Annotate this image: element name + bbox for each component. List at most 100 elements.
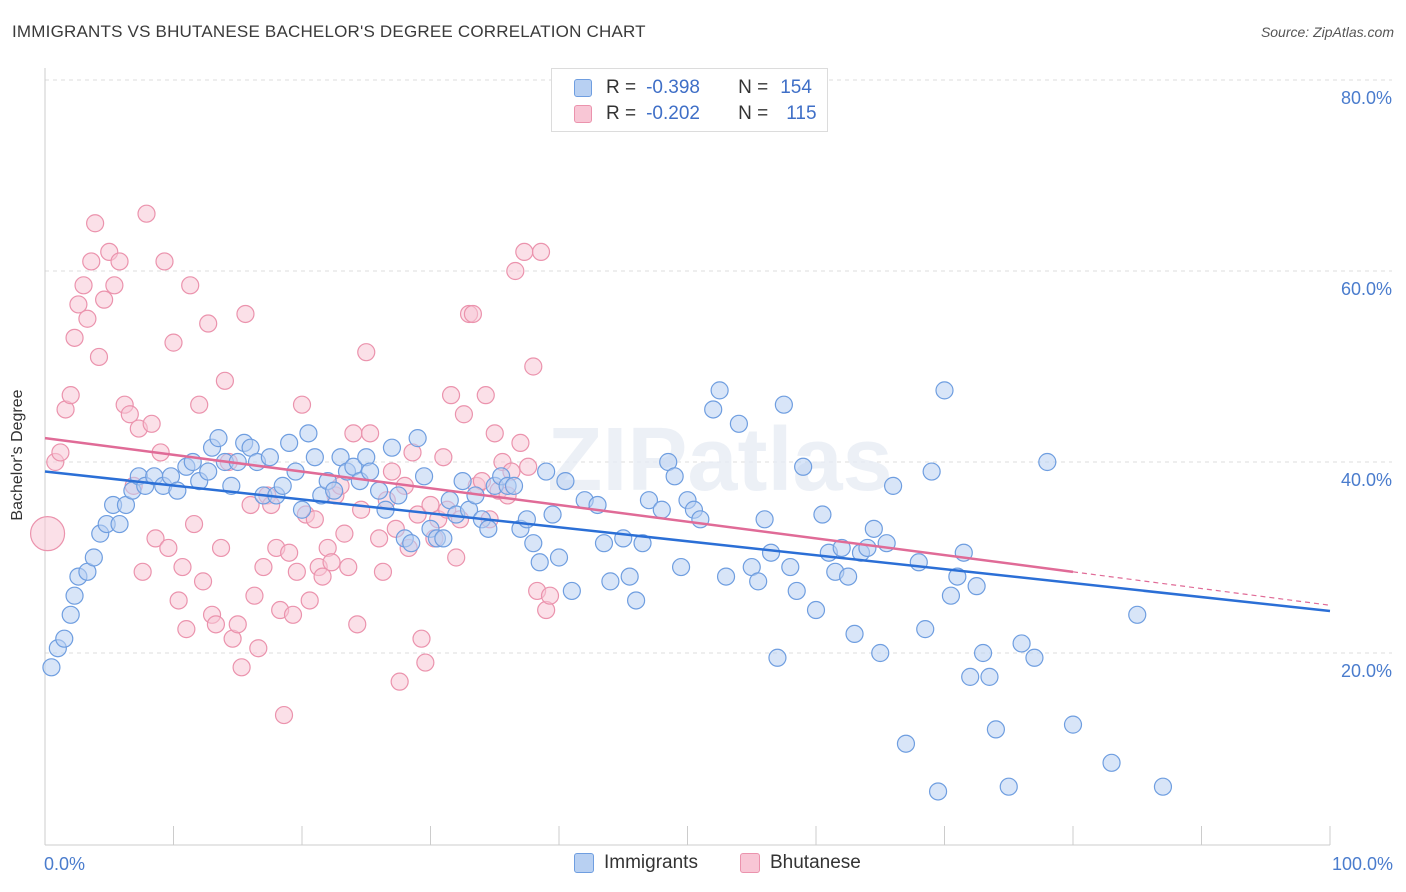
immigrants-point xyxy=(671,557,691,577)
bhutanese-point xyxy=(78,309,97,328)
source-note: Source: ZipAtlas.com xyxy=(1260,24,1394,40)
immigrants-point xyxy=(839,567,858,586)
immigrants-point xyxy=(749,572,768,591)
bhutanese-point xyxy=(89,347,109,367)
y-tick-label: 80.0% xyxy=(1341,88,1392,108)
immigrants-point xyxy=(389,486,408,505)
y-tick-label: 20.0% xyxy=(1341,661,1392,681)
x-tick-label: 0.0% xyxy=(44,854,85,874)
immigrants-point xyxy=(370,481,389,500)
immigrants-point xyxy=(710,381,729,400)
bhutanese-point xyxy=(357,343,376,362)
legend-row-immigrants: R = -0.398 N = 154 xyxy=(574,76,812,100)
bhutanese-point xyxy=(82,252,101,271)
immigrants-point xyxy=(922,462,941,481)
bhutanese-point xyxy=(29,516,66,552)
bhutanese-point xyxy=(254,557,273,577)
immigrants-point xyxy=(55,629,74,648)
n-value: 154 xyxy=(780,77,812,98)
bhutanese-point xyxy=(215,371,234,390)
bhutanese-point xyxy=(511,433,530,452)
immigrants-point xyxy=(916,620,935,639)
bhutanese-point xyxy=(249,639,268,658)
bhutanese-point xyxy=(74,276,93,295)
bhutanese-point xyxy=(476,386,495,405)
immigrants-point xyxy=(209,429,228,448)
bhutanese-point xyxy=(142,414,161,433)
immigrants-point xyxy=(948,567,967,586)
immigrants-point xyxy=(562,581,581,601)
immigrants-point xyxy=(768,648,787,667)
immigrants-point xyxy=(928,782,948,801)
bhutanese-point xyxy=(515,242,534,261)
immigrants-point xyxy=(935,381,954,400)
r-value: -0.398 xyxy=(646,77,700,98)
immigrants-swatch xyxy=(574,79,592,97)
bhutanese-point xyxy=(190,395,209,414)
bhutanese-point xyxy=(236,304,255,324)
bhutanese-point xyxy=(390,672,409,691)
bhutanese-point xyxy=(177,620,196,639)
immigrants-point xyxy=(543,505,562,524)
immigrants-point xyxy=(704,400,723,419)
bhutanese-point xyxy=(51,443,70,462)
immigrants-point xyxy=(524,534,543,553)
bhutanese-point xyxy=(232,658,251,677)
immigrants-point xyxy=(530,553,549,572)
immigrants-point xyxy=(1102,753,1121,772)
immigrants-point xyxy=(601,572,620,591)
y-tick-label: 40.0% xyxy=(1341,470,1392,490)
immigrants-point xyxy=(84,548,103,567)
bhutanese-point xyxy=(173,557,192,577)
n-value: 115 xyxy=(786,103,817,124)
bhutanese-point xyxy=(193,572,213,591)
bhutanese-point xyxy=(199,314,218,333)
immigrants-point xyxy=(260,448,279,467)
bhutanese-point xyxy=(181,276,200,295)
r-label: R = xyxy=(606,77,637,98)
immigrants-point xyxy=(1012,634,1031,653)
bhutanese-point xyxy=(412,629,431,648)
bhutanese-point xyxy=(280,543,299,562)
x-tick-labels: 0.0% 100.0% xyxy=(44,854,1393,874)
bhutanese-point xyxy=(65,328,84,347)
immigrants-point xyxy=(941,586,961,605)
immigrants-point xyxy=(813,505,832,524)
bhutanese-point xyxy=(373,562,393,581)
immigrants-point xyxy=(961,667,980,686)
bhutanese-point xyxy=(382,462,402,481)
bhutanese-point xyxy=(164,333,183,352)
immigrants-point xyxy=(299,424,318,443)
immigrants-point xyxy=(65,586,84,605)
bhutanese-point xyxy=(339,557,358,577)
immigrants-point xyxy=(479,519,498,538)
r-value: -0.202 xyxy=(646,103,700,124)
immigrants-point xyxy=(199,462,218,481)
bhutanese-point xyxy=(133,562,152,581)
bhutanese-point xyxy=(287,562,306,581)
immigrants-point xyxy=(858,538,877,558)
immigrants-point xyxy=(986,720,1006,739)
immigrants-point xyxy=(787,581,806,601)
bhutanese-point xyxy=(300,591,319,610)
immigrants-point xyxy=(556,472,575,491)
immigrants-points xyxy=(42,381,1173,801)
bhutanese-point xyxy=(110,252,129,271)
n-label: N = xyxy=(738,77,769,98)
immigrants-point xyxy=(549,548,569,567)
stats-legend: R = -0.398 N = 154 R = -0.202 N = 115 xyxy=(551,68,828,132)
bhutanese-point xyxy=(159,538,178,558)
bhutanese-point xyxy=(61,386,80,405)
legend-label: Bhutanese xyxy=(770,852,861,873)
grid-lines xyxy=(45,79,1392,654)
bhutanese-point xyxy=(344,424,363,443)
bhutanese-point xyxy=(348,615,367,634)
bhutanese-point xyxy=(506,261,525,281)
immigrants-point xyxy=(537,462,556,481)
immigrants-point xyxy=(1038,452,1057,472)
immigrants-point xyxy=(755,510,774,529)
immigrants-point xyxy=(110,514,129,534)
bhutanese-point xyxy=(169,591,188,610)
bhutanese-point xyxy=(86,214,105,233)
